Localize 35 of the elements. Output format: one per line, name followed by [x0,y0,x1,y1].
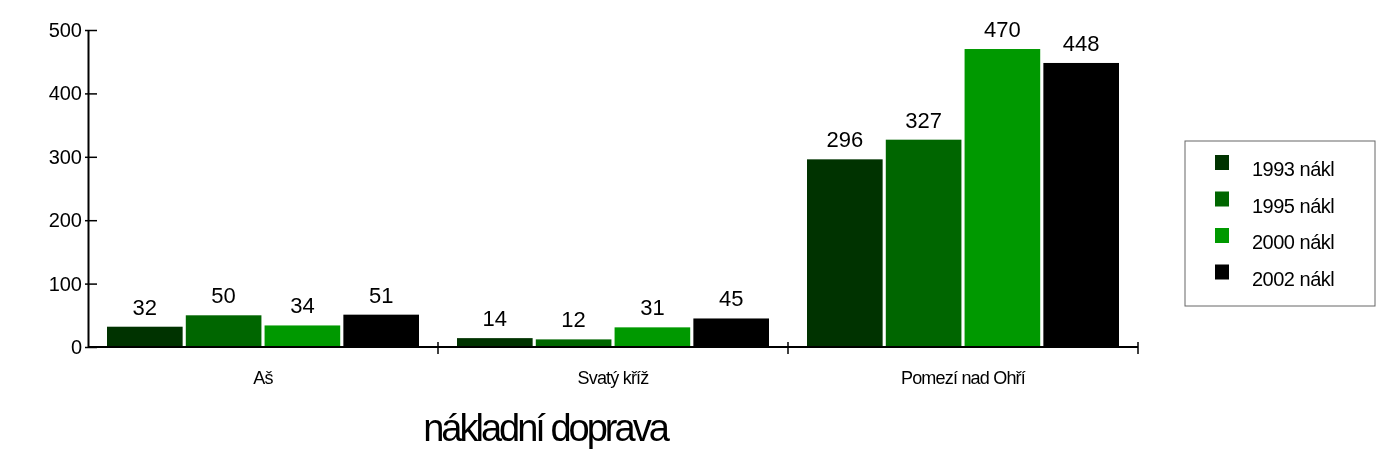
legend-label: 1993 nákl [1252,158,1335,180]
bar [807,159,883,347]
x-tick-label: Aš [253,368,274,388]
y-tick-label: 0 [70,335,82,358]
data-label: 470 [984,17,1021,43]
x-tick-label: Pomezí nad Ohří [900,368,1026,388]
data-label: 12 [561,307,586,333]
bar [614,327,691,347]
y-tick-label: 300 [48,145,82,168]
legend-label: 1995 nákl [1252,194,1335,217]
data-label: 50 [211,283,236,309]
bar [107,326,183,347]
legend-label: 2002 nákl [1252,267,1335,290]
data-label: 32 [132,294,158,320]
y-tick-label: 200 [48,209,82,232]
bar [964,49,1041,347]
y-tick-label: 100 [48,272,82,295]
data-label: 34 [290,293,315,319]
bar [457,338,533,347]
y-tick-label: 400 [48,82,82,105]
data-label: 51 [368,282,394,308]
legend-label: 2000 nákl [1252,231,1335,253]
bar [885,139,962,347]
data-label: 296 [826,127,864,153]
data-label: 45 [718,286,744,312]
data-label: 327 [905,107,942,133]
bar [535,339,612,347]
data-label: 14 [482,306,508,332]
data-label: 31 [640,295,665,321]
bar [264,325,341,347]
bar [185,315,262,347]
y-tick-label: 500 [48,18,82,41]
data-label: 448 [1062,30,1100,56]
x-axis-title: nákladní doprava [423,407,671,449]
x-tick-label: Svatý kříž [577,368,650,388]
